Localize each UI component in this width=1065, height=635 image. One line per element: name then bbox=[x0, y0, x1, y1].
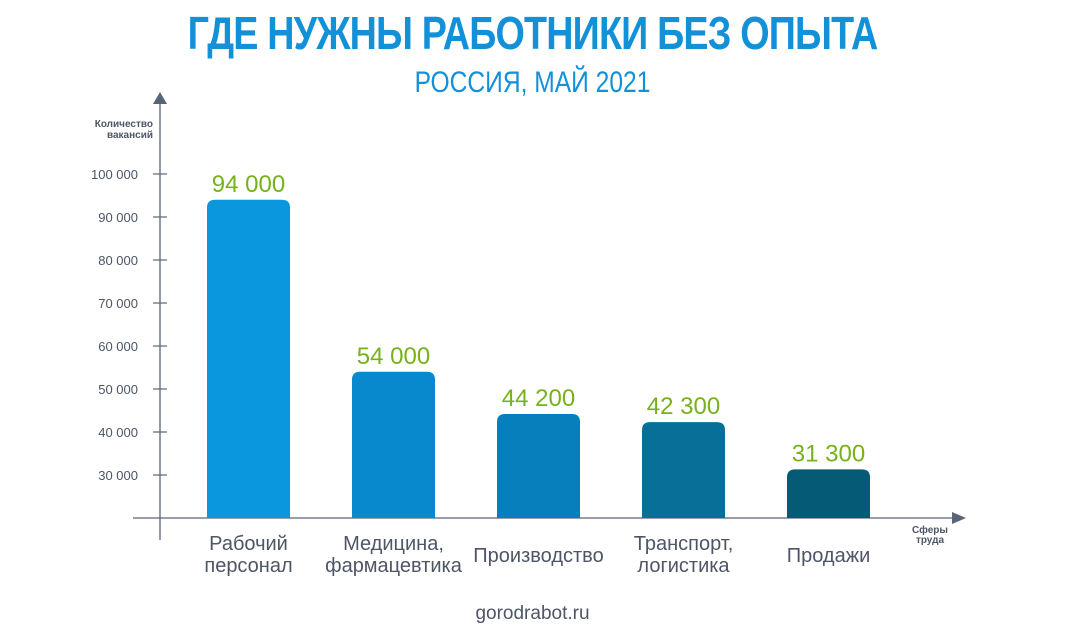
data-label: 54 000 bbox=[357, 343, 430, 370]
y-tick-label: 60 000 bbox=[98, 339, 138, 354]
category-label: Транспорт, bbox=[634, 533, 734, 555]
category-label: фармацевтика bbox=[325, 555, 463, 577]
y-tick-label: 30 000 bbox=[98, 468, 138, 483]
data-label: 31 300 bbox=[792, 440, 865, 467]
category-label: Продажи bbox=[787, 545, 871, 567]
bar bbox=[207, 199, 290, 519]
y-tick-label: 80 000 bbox=[98, 253, 138, 268]
y-tick-label: 70 000 bbox=[98, 296, 138, 311]
y-tick-label: 40 000 bbox=[98, 425, 138, 440]
bar bbox=[497, 413, 580, 518]
y-axis-arrow-icon bbox=[153, 92, 167, 104]
data-label: 44 200 bbox=[502, 385, 575, 412]
category-label: Медицина, bbox=[343, 533, 444, 555]
category-label: логистика bbox=[637, 555, 730, 577]
chart-title: ГДЕ НУЖНЫ РАБОТНИКИ БЕЗ ОПЫТА bbox=[187, 7, 879, 59]
category-label: Рабочий bbox=[209, 533, 288, 555]
chart-subtitle: РОССИЯ, МАЙ 2021 bbox=[414, 66, 651, 99]
bar bbox=[352, 371, 435, 518]
x-axis-label: Сферы bbox=[912, 524, 948, 536]
y-axis-label: вакансий bbox=[107, 130, 153, 141]
x-axis-arrow-icon bbox=[952, 512, 966, 524]
y-axis-label: Количество bbox=[95, 119, 153, 130]
y-tick-label: 50 000 bbox=[98, 382, 138, 397]
bar bbox=[642, 422, 725, 518]
x-axis-label: труда bbox=[916, 535, 945, 546]
category-label: персонал bbox=[204, 555, 292, 577]
bar bbox=[787, 469, 870, 518]
data-label: 42 300 bbox=[647, 393, 720, 420]
data-label: 94 000 bbox=[212, 171, 285, 198]
y-tick-label: 100 000 bbox=[91, 167, 138, 182]
category-label: Производство bbox=[473, 545, 603, 567]
y-tick-label: 90 000 bbox=[98, 210, 138, 225]
source-footer: gorodrabot.ru bbox=[475, 603, 590, 624]
